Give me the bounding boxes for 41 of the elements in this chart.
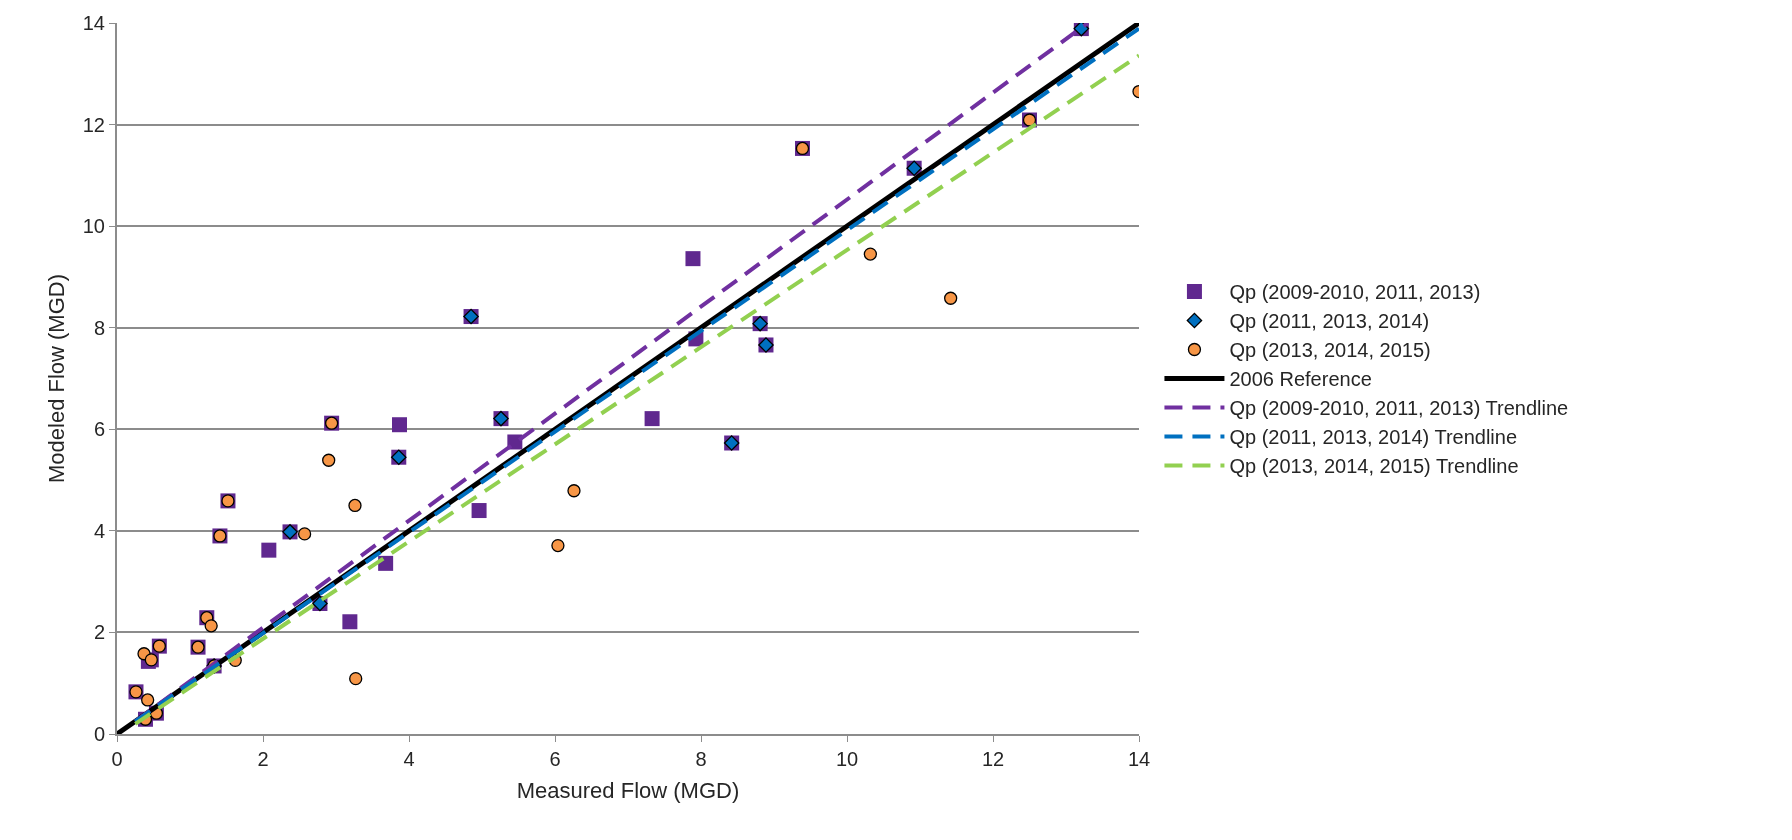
point <box>342 614 358 630</box>
point <box>204 619 218 633</box>
point <box>471 503 487 519</box>
point <box>297 527 312 541</box>
legend-label: 2006 Reference <box>1229 368 1372 391</box>
point <box>261 542 277 558</box>
legend-label: Qp (2013, 2014, 2015) Trendline <box>1229 455 1519 478</box>
point <box>863 247 878 261</box>
point <box>551 538 565 553</box>
y-tick-label: 12 <box>82 113 105 136</box>
point <box>644 411 660 427</box>
point <box>322 453 336 467</box>
point <box>141 693 155 707</box>
x-tick-label: 8 <box>695 748 707 770</box>
y-tick-label: 14 <box>82 12 105 34</box>
y-tick-label: 8 <box>93 316 105 339</box>
legend-label: Qp (2013, 2014, 2015) <box>1229 339 1431 362</box>
y-tick-label: 4 <box>93 519 105 542</box>
point <box>567 484 581 498</box>
legend-label: Qp (2011, 2013, 2014) <box>1229 310 1430 333</box>
point <box>349 671 363 686</box>
x-tick-label: 0 <box>111 748 123 770</box>
y-tick-label: 10 <box>82 215 105 238</box>
x-axis-title: Measured Flow (MGD) <box>516 778 740 804</box>
y-axis-title: Modeled Flow (MGD) <box>44 273 70 484</box>
x-tick-label: 6 <box>549 748 561 770</box>
legend-label: Qp (2009-2010, 2011, 2013) Trendline <box>1229 397 1569 420</box>
y-tick-label: 2 <box>93 621 105 644</box>
x-tick-label: 4 <box>403 748 415 770</box>
point <box>944 291 958 305</box>
x-tick-label: 14 <box>1127 748 1151 770</box>
y-tick-label: 6 <box>93 418 105 441</box>
y-tick-label: 0 <box>93 723 105 745</box>
legend-label: Qp (2011, 2013, 2014) Trendline <box>1229 426 1518 449</box>
x-tick-label: 2 <box>257 748 269 770</box>
legend-label: Qp (2009-2010, 2011, 2013) <box>1229 281 1481 304</box>
point <box>685 251 701 267</box>
point <box>348 498 362 513</box>
x-tick-label: 12 <box>981 748 1005 770</box>
x-tick-label: 10 <box>835 748 859 770</box>
point <box>392 417 408 433</box>
